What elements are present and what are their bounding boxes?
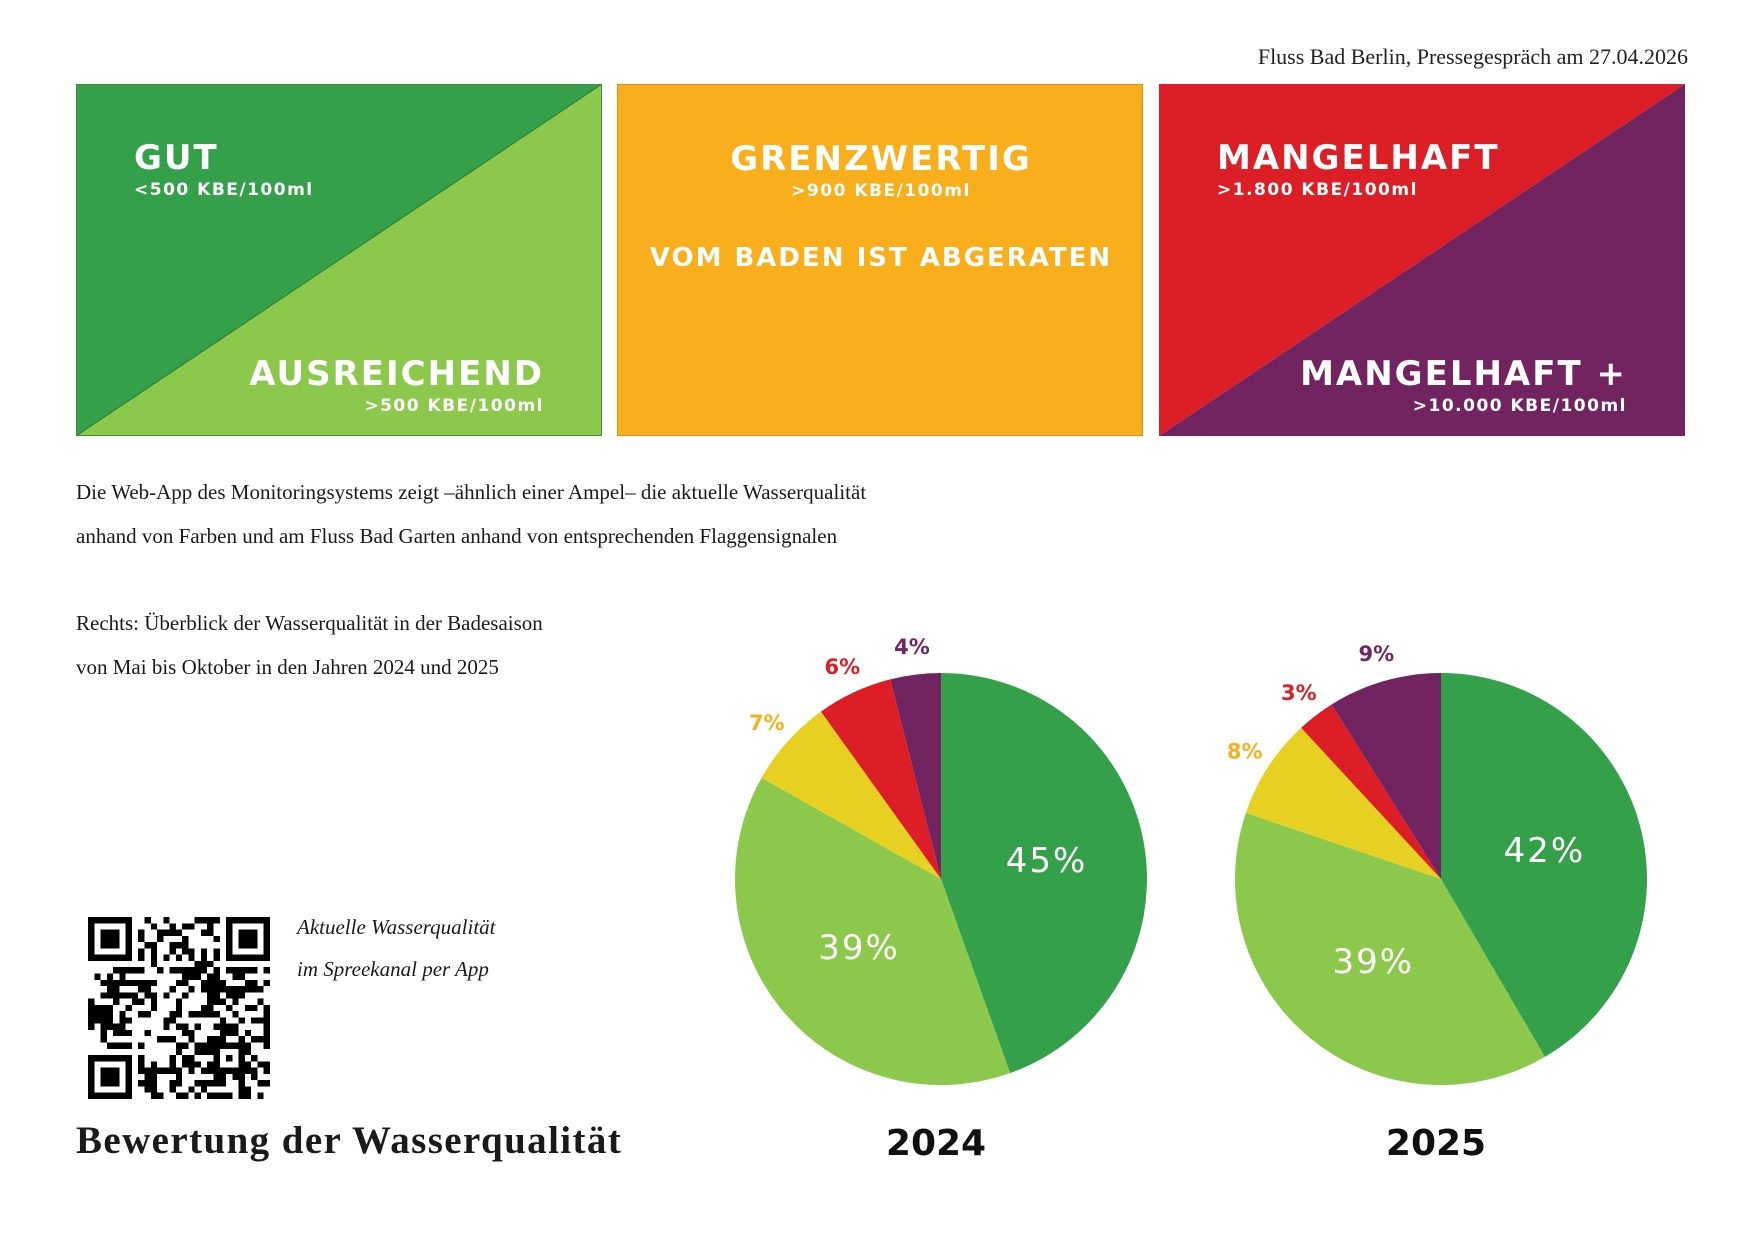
pie-label-gut: 45% (1006, 841, 1088, 881)
intro-line-1: Die Web-App des Monitoringsystems zeigt … (76, 480, 867, 504)
tile-gut-background (76, 84, 602, 436)
tile-ausreichend-threshold: >500 KBE/100ml (364, 396, 544, 416)
page-title: Bewertung der Wasserqualität (76, 1119, 623, 1162)
tile-grenzwertig-note: VOM BADEN IST ABGERATEN (649, 243, 1113, 273)
header-note: Fluss Bad Berlin, Pressegespräch am 27.0… (1257, 44, 1688, 69)
overview-line-2: von Mai bis Oktober in den Jahren 2024 u… (76, 655, 499, 679)
overview-text: Rechts: Überblick der Wasserqualität in … (76, 601, 543, 689)
pie-label-ausreichend: 39% (818, 928, 900, 968)
pie-label-grenzwertig: 8% (1227, 740, 1263, 764)
pie-slice-mangelhaft (1301, 704, 1441, 879)
intro-text: Die Web-App des Monitoringsystems zeigt … (76, 470, 866, 558)
pie-slice-grenzwertig (1245, 727, 1441, 879)
pie-chart-2024: 45% 39% 7% 6% 4% 2024 (734, 635, 1148, 1164)
tile-gut-threshold: <500 KBE/100ml (134, 180, 314, 200)
tile-gut-title: GUT (134, 138, 219, 178)
pie-slice-gut (941, 673, 1148, 1074)
pie-label-ausreichend: 39% (1332, 942, 1414, 982)
overview-line-1: Rechts: Überblick der Wasserqualität in … (76, 611, 543, 635)
pie-slice-mangelhaft (820, 679, 941, 879)
pie-slice-mangelhaft-plus (1331, 673, 1441, 879)
tile-grenzwertig-title: GRENZWERTIG (730, 139, 1032, 179)
qr-code-icon[interactable] (88, 917, 270, 1099)
tile-mangelhaft-threshold: >1.800 KBE/100ml (1217, 180, 1418, 200)
pie-chart-2025: 42% 39% 8% 3% 9% 2025 (1227, 642, 1647, 1164)
pie-label-mangelhaft: 6% (824, 655, 860, 679)
pie-label-mangelhaft: 3% (1281, 681, 1317, 705)
tile-mangelhaft-plus-threshold: >10.000 KBE/100ml (1412, 396, 1627, 416)
pie-slice-grenzwertig (761, 711, 941, 879)
qr-caption-line-2: im Spreekanal per App (297, 957, 489, 981)
tile-mangelhaft: MANGELHAFT >1.800 KBE/100ml MANGELHAFT +… (1159, 84, 1685, 436)
tile-gut-ausreichend: GUT <500 KBE/100ml AUSREICHEND >500 KBE/… (76, 84, 602, 436)
pie-slice-ausreichend (1235, 812, 1545, 1085)
pie-year-label: 2024 (886, 1123, 986, 1164)
pie-label-grenzwertig: 7% (749, 711, 785, 735)
tile-grenzwertig-threshold: >900 KBE/100ml (791, 181, 971, 201)
pie-year-label: 2025 (1386, 1123, 1486, 1164)
tile-mangelhaft-background (1159, 84, 1685, 436)
tile-mangelhaft-title: MANGELHAFT (1217, 138, 1500, 178)
pie-label-gut: 42% (1504, 831, 1586, 871)
pie-label-mangelhaft-plus: 4% (894, 635, 930, 659)
pie-slice-mangelhaft-plus (890, 673, 941, 879)
qr-caption-line-1: Aktuelle Wasserqualität (297, 915, 496, 939)
qr-code-graphic (88, 917, 270, 1099)
tile-ausreichend-title: AUSREICHEND (249, 354, 544, 394)
pie-slice-gut (1441, 673, 1647, 1057)
pie-label-mangelhaft-plus: 9% (1359, 642, 1395, 666)
pie-slice-ausreichend (734, 777, 1011, 1086)
tile-grenzwertig: GRENZWERTIG >900 KBE/100ml VOM BADEN IST… (617, 84, 1143, 436)
qr-caption: Aktuelle Wasserqualität im Spreekanal pe… (297, 906, 496, 990)
tile-mangelhaft-plus-title: MANGELHAFT + (1300, 354, 1627, 394)
intro-line-2: anhand von Farben und am Fluss Bad Garte… (76, 524, 838, 548)
